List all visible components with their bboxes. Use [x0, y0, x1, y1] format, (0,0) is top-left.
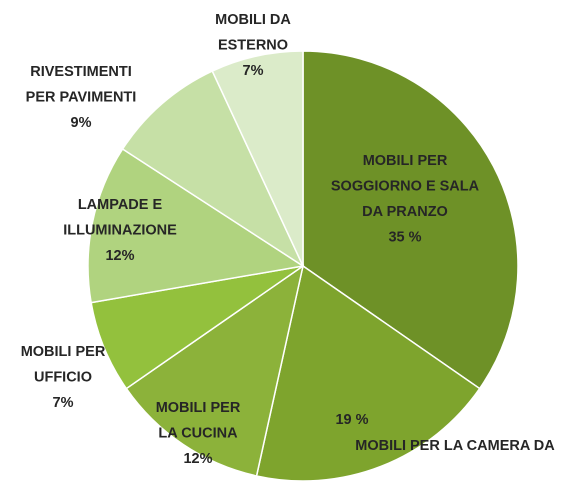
value-label: 7%	[53, 395, 74, 411]
slice-label: MOBILI DA	[215, 12, 291, 28]
slice-label: LA CUCINA	[158, 425, 238, 441]
slice-label: LAMPADE E	[78, 197, 163, 213]
value-label: 7%	[243, 63, 264, 79]
slice-label: PER PAVIMENTI	[26, 89, 137, 105]
pie-slice	[87, 147, 306, 304]
slice-label: SOGGIORNO E SALA	[331, 178, 480, 194]
pie-slice	[125, 264, 305, 477]
pie-slice	[121, 70, 305, 269]
slice-label: MOBILI PER	[156, 400, 241, 416]
value-label: 12%	[183, 451, 212, 467]
pie-slice	[211, 50, 304, 267]
slice-label: RIVESTIMENTI	[30, 64, 132, 80]
slice-label: MOBILI PER	[363, 153, 448, 169]
slice-label: MOBILI PER	[21, 344, 106, 360]
slice-label: ILLUMINAZIONE	[63, 222, 177, 238]
slice-label: MOBILI PER LA CAMERA DA	[355, 438, 555, 454]
value-label: 12%	[105, 248, 134, 264]
slice-label: DA PRANZO	[362, 204, 448, 220]
value-label: 9%	[71, 115, 92, 131]
value-label: 19 %	[335, 412, 368, 428]
pie-slice	[255, 264, 481, 481]
slice-label: UFFICIO	[34, 369, 92, 385]
slice-label: ESTERNO	[218, 37, 288, 53]
pie-slice	[302, 50, 519, 390]
value-label: 35 %	[388, 229, 421, 245]
